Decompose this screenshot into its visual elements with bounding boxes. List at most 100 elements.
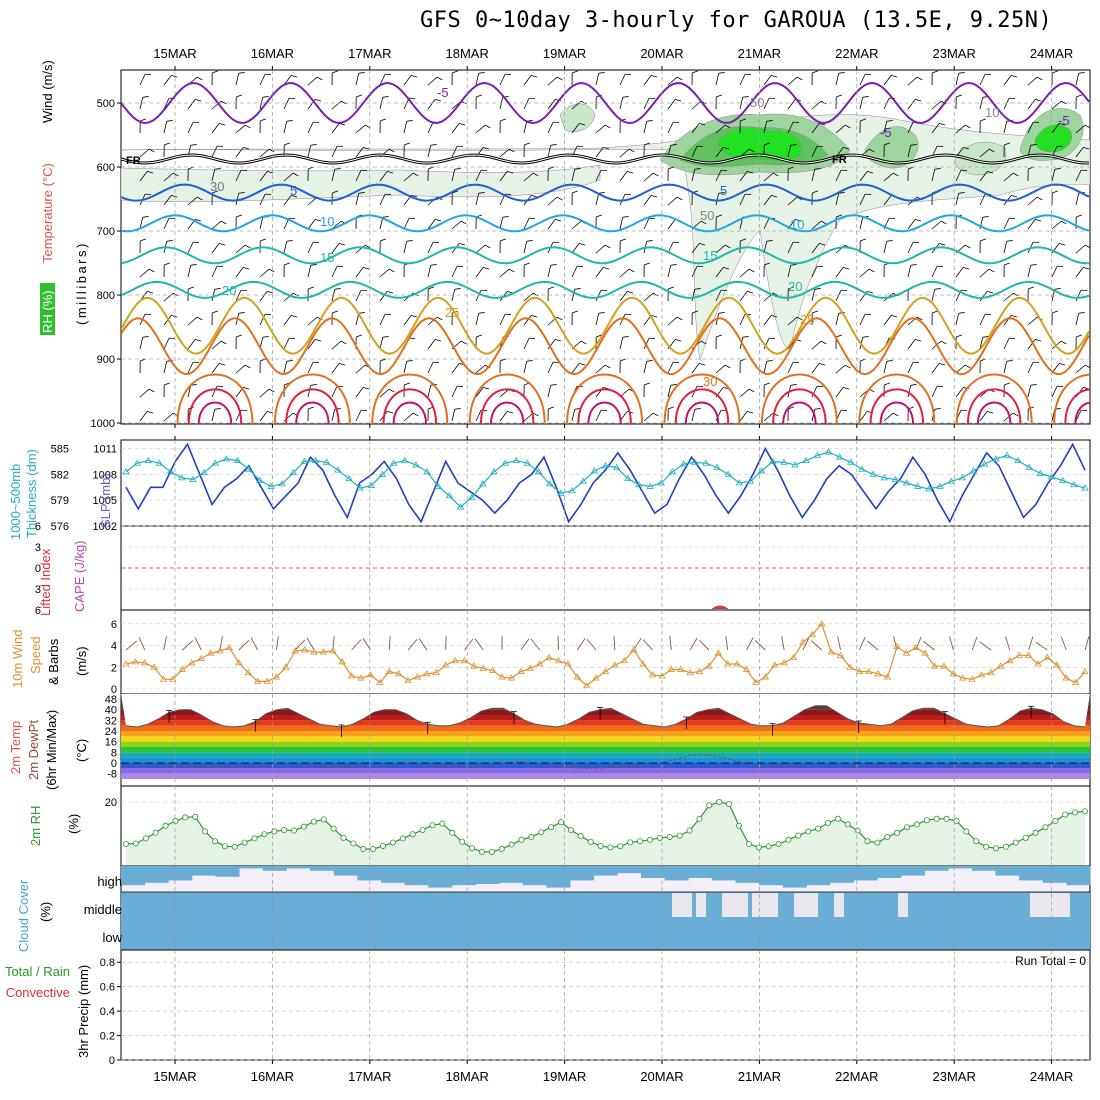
surface-wind-barb (669, 636, 672, 651)
wind-barb-flag (676, 76, 683, 81)
wind-barb (379, 268, 390, 278)
wind-barb (307, 265, 312, 278)
surface-wind-barb (388, 636, 391, 651)
wind-barb (259, 148, 270, 158)
wind-barb-flag (716, 214, 722, 218)
wind-barb (523, 172, 534, 182)
wind-barb (355, 313, 360, 326)
wind-barb-flag (692, 310, 698, 314)
wind-barb-flag (836, 214, 842, 218)
pressure-tick-label: 600 (97, 162, 115, 174)
wind-barb-flag (1012, 172, 1019, 177)
wind-barb (955, 169, 962, 182)
wind-barb-flag (1059, 243, 1066, 246)
wind-barb (787, 121, 794, 134)
rh2m-marker (528, 834, 535, 841)
wind-barb-flag (404, 142, 410, 146)
wind-barb-flag (644, 142, 650, 146)
wind-barb-flag (580, 100, 587, 105)
wind-barb-flag (1004, 142, 1010, 146)
wind-barb-flag (958, 312, 965, 314)
wind-barb (691, 363, 700, 374)
wind-barb (163, 121, 168, 134)
wind-barb (979, 73, 986, 86)
wind-barb (955, 193, 960, 206)
thickness-marker (401, 456, 409, 464)
wind-barb (979, 171, 988, 182)
label-2m-dewpt: 2m DewPt (26, 720, 41, 780)
precip-ticks: 0.8 0.6 0.4 0.2 0 (100, 957, 121, 1067)
thickness-marker (434, 482, 442, 489)
wind-barb (739, 268, 750, 278)
wind-marker (949, 670, 958, 677)
temperature-minmax-bars (166, 705, 1035, 737)
wind-barb (787, 99, 796, 110)
wind-barb-flag (668, 286, 674, 290)
wind-barb (235, 193, 240, 206)
wind-barb-flag (579, 363, 586, 366)
wind-barb (211, 340, 222, 350)
wind-barb (1003, 172, 1014, 182)
wind-barb-flag (387, 171, 394, 174)
date-label-top: 21MAR (738, 46, 781, 61)
wind-barb-flag (628, 148, 635, 153)
hot-dome-contour (1074, 401, 1090, 424)
wind-marker (780, 659, 788, 666)
date-label-bottom: 17MAR (348, 1069, 391, 1084)
wind-barb (595, 169, 602, 182)
fr-labels: FR FR (126, 154, 847, 167)
wind-barb-flag (939, 363, 946, 366)
wind-barbs (139, 70, 1090, 422)
hot-dome-contour (966, 388, 1022, 424)
rh2m-marker (815, 825, 822, 832)
wind-barb (811, 100, 822, 110)
wind-barb-flag (382, 216, 389, 218)
lifted-index-tick-label: 0 (35, 563, 41, 575)
wind-barb (379, 193, 386, 206)
wind-barb-flag (670, 384, 677, 386)
wind-barb (259, 411, 268, 422)
wind-barb (907, 241, 914, 254)
wind-barb-flag (723, 147, 730, 150)
wind-barb (235, 169, 242, 182)
lifted-index-tick-label: 3 (35, 542, 41, 554)
wind-barb-flag (358, 312, 365, 314)
wind-marker (1053, 661, 1061, 668)
wind-barb-flag (524, 262, 530, 266)
wind-barb (1003, 121, 1008, 134)
wind-barb-flag (644, 262, 650, 266)
thickness-marker (211, 459, 219, 466)
wind-barb-flag (982, 216, 989, 218)
wind-barb (595, 124, 606, 134)
wind-barb (1051, 169, 1056, 182)
wind-barb (811, 340, 822, 350)
wind-barb (331, 340, 342, 350)
wind-barb (859, 313, 866, 326)
wind-marker (789, 653, 798, 660)
rh2m-marker (894, 829, 901, 836)
temperature-band (121, 715, 1090, 721)
wind-barb-flag (766, 360, 773, 362)
wind-barb-flag (428, 286, 434, 290)
wind-barb-flag (860, 238, 866, 242)
wind-barb-flag (286, 360, 293, 362)
wind-barb-flag (1035, 339, 1042, 342)
thickness-marker (791, 461, 799, 468)
wind-barb-flag (171, 75, 178, 78)
wind-barb-flag (963, 147, 970, 150)
wind-barb (763, 217, 770, 230)
wind-barb-flag (963, 267, 970, 270)
wind-barb (907, 145, 912, 158)
rh2m-marker (231, 843, 238, 850)
rh2m-marker (923, 817, 930, 824)
wind-barb-flag (460, 340, 467, 345)
wind-barb (427, 219, 436, 230)
wind-barb (1075, 124, 1086, 134)
label-slp: SLP (mb) (98, 473, 113, 528)
wind-barb (667, 121, 674, 134)
wind-barb-flag (1060, 220, 1067, 225)
thickness-marker (612, 463, 621, 470)
date-label-bottom: 19MAR (543, 1069, 586, 1084)
wind-barb (163, 97, 170, 110)
wind-barb-flag (627, 171, 634, 174)
